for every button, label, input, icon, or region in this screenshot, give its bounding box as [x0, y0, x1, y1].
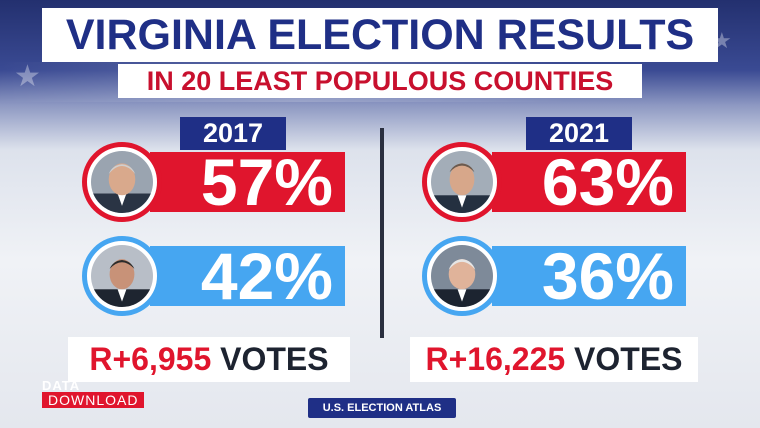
republican-result-bar-2017: 57% — [150, 149, 345, 215]
candidate-photo — [431, 245, 493, 307]
votes-label-2021: VOTES — [574, 341, 683, 377]
democrat-candidate-avatar-2021 — [422, 236, 502, 316]
votes-label-2017: VOTES — [220, 341, 329, 377]
person-icon — [431, 245, 493, 307]
year-label-2021: 2021 — [526, 117, 632, 150]
candidate-photo — [431, 151, 493, 213]
republican-candidate-avatar-2017 — [82, 142, 162, 222]
democrat-percent-2017: 42% — [200, 239, 333, 313]
candidate-photo — [91, 151, 153, 213]
person-icon — [91, 245, 153, 307]
republican-percent-2017: 57% — [200, 145, 333, 219]
person-icon — [431, 151, 493, 213]
democrat-candidate-avatar-2017 — [82, 236, 162, 316]
star-icon: ★ — [14, 60, 41, 93]
logo-bottom-text: DOWNLOAD — [42, 392, 145, 408]
republican-candidate-avatar-2021 — [422, 142, 502, 222]
margin-value-2017: R+6,955 — [89, 341, 212, 377]
democrat-result-bar-2017: 42% — [150, 243, 345, 309]
page-title: VIRGINIA ELECTION RESULTS — [42, 8, 718, 62]
source-badge: U.S. ELECTION ATLAS — [308, 398, 456, 418]
margin-value-2021: R+16,225 — [425, 341, 566, 377]
column-divider — [380, 128, 384, 338]
logo-top-text: DATA — [42, 378, 81, 393]
data-download-logo: DATA DOWNLOAD — [42, 378, 157, 410]
candidate-photo — [91, 245, 153, 307]
year-label-2017: 2017 — [180, 117, 286, 150]
democrat-result-bar-2021: 36% — [492, 243, 686, 309]
vote-margin-2021: R+16,225 VOTES — [410, 337, 698, 382]
person-icon — [91, 151, 153, 213]
republican-percent-2021: 63% — [541, 145, 674, 219]
vote-margin-2017: R+6,955 VOTES — [68, 337, 350, 382]
page-subtitle: IN 20 LEAST POPULOUS COUNTIES — [118, 64, 642, 98]
republican-result-bar-2021: 63% — [492, 149, 686, 215]
democrat-percent-2021: 36% — [541, 239, 674, 313]
